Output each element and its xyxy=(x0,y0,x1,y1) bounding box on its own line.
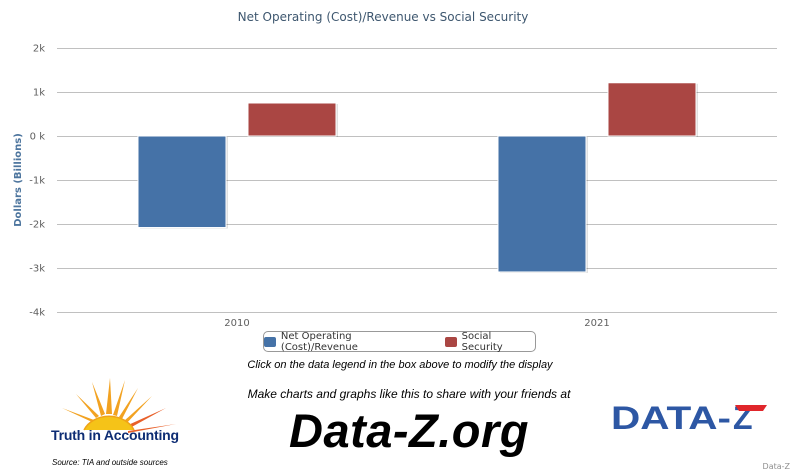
chart-title: Net Operating (Cost)/Revenue vs Social S… xyxy=(238,10,529,24)
site-name[interactable]: Data-Z.org xyxy=(289,404,529,457)
truth-in-accounting-text: Truth in Accounting xyxy=(51,427,179,443)
y-tick-label: 1k xyxy=(33,88,45,99)
credit-text: Data-Z xyxy=(762,462,790,471)
legend-item-social-security[interactable]: Social Security xyxy=(444,330,535,353)
bar-2021-1[interactable] xyxy=(607,82,697,137)
svg-text:DATA-: DATA- xyxy=(611,400,731,435)
data-z-logo[interactable]: DATA- Z xyxy=(611,399,771,435)
truth-in-accounting-logo[interactable] xyxy=(46,374,196,446)
legend-label-net-operating: Net Operating (Cost)/Revenue xyxy=(280,330,358,353)
x-axis: 2010 2021 xyxy=(224,318,609,329)
legend-hint-text: Click on the data legend in the box abov… xyxy=(247,359,553,371)
bar-2010-1[interactable] xyxy=(247,102,337,137)
chart-legend[interactable]: Net Operating (Cost)/Revenue Social Secu… xyxy=(263,330,536,353)
legend-label-social-security: Social Security xyxy=(461,330,503,353)
legend-swatch-social-security xyxy=(444,336,457,347)
y-axis: 2k 1k 0 k -1k -2k -3k -4k xyxy=(29,44,45,319)
chart: Net Operating (Cost)/Revenue vs Social S… xyxy=(13,10,777,329)
legend-item-net-operating[interactable]: Net Operating (Cost)/Revenue xyxy=(264,331,431,353)
x-tick-label: 2021 xyxy=(584,318,609,329)
y-tick-label: -1k xyxy=(29,176,45,187)
y-axis-title: Dollars (Billions) xyxy=(13,133,24,227)
bar-2010-0[interactable] xyxy=(137,135,227,229)
y-tick-label: -3k xyxy=(29,264,45,275)
share-text: Make charts and graphs like this to shar… xyxy=(247,387,571,401)
x-tick-label: 2010 xyxy=(224,318,249,329)
legend-swatch-net-operating xyxy=(264,336,276,347)
y-tick-label: -4k xyxy=(29,308,45,319)
y-tick-label: 2k xyxy=(33,44,45,55)
bar-2021-0[interactable] xyxy=(497,135,587,273)
source-text: Source: TIA and outside sources xyxy=(52,458,168,467)
y-tick-label: 0 k xyxy=(30,132,46,143)
bars[interactable] xyxy=(137,82,698,273)
y-tick-label: -2k xyxy=(29,220,45,231)
